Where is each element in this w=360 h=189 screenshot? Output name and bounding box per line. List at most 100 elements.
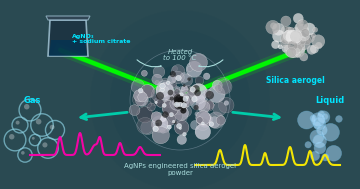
Circle shape bbox=[189, 53, 207, 71]
Circle shape bbox=[293, 48, 300, 55]
Circle shape bbox=[187, 77, 191, 81]
Circle shape bbox=[170, 97, 183, 110]
Circle shape bbox=[209, 122, 213, 126]
Circle shape bbox=[311, 113, 325, 127]
FancyArrowPatch shape bbox=[199, 60, 223, 67]
Circle shape bbox=[266, 20, 280, 34]
Circle shape bbox=[173, 109, 187, 124]
Circle shape bbox=[162, 112, 176, 126]
Circle shape bbox=[174, 120, 189, 135]
Circle shape bbox=[174, 94, 190, 110]
Polygon shape bbox=[130, 50, 230, 150]
Circle shape bbox=[218, 97, 234, 113]
Circle shape bbox=[200, 93, 209, 101]
Circle shape bbox=[310, 151, 320, 160]
Circle shape bbox=[183, 132, 186, 136]
Circle shape bbox=[297, 20, 308, 31]
Circle shape bbox=[295, 23, 303, 32]
Circle shape bbox=[197, 118, 209, 131]
Circle shape bbox=[156, 92, 164, 100]
Circle shape bbox=[198, 112, 212, 127]
Circle shape bbox=[168, 90, 174, 95]
Circle shape bbox=[178, 90, 195, 107]
Circle shape bbox=[160, 83, 165, 89]
Circle shape bbox=[173, 121, 177, 124]
Circle shape bbox=[132, 93, 145, 106]
Circle shape bbox=[203, 73, 210, 80]
Circle shape bbox=[15, 121, 19, 125]
Circle shape bbox=[316, 125, 327, 136]
Circle shape bbox=[150, 96, 160, 106]
Circle shape bbox=[273, 23, 285, 35]
Circle shape bbox=[305, 34, 314, 43]
Circle shape bbox=[293, 13, 303, 23]
Circle shape bbox=[311, 35, 325, 48]
Circle shape bbox=[186, 92, 193, 98]
Circle shape bbox=[174, 99, 178, 104]
Circle shape bbox=[179, 90, 183, 94]
Circle shape bbox=[162, 99, 178, 115]
Circle shape bbox=[174, 93, 189, 108]
Circle shape bbox=[152, 74, 162, 84]
Circle shape bbox=[296, 33, 304, 42]
Circle shape bbox=[214, 77, 231, 94]
Circle shape bbox=[162, 103, 166, 107]
Circle shape bbox=[158, 120, 171, 133]
Circle shape bbox=[206, 91, 214, 99]
Circle shape bbox=[176, 87, 180, 91]
Circle shape bbox=[142, 85, 155, 98]
Circle shape bbox=[281, 16, 291, 26]
Circle shape bbox=[322, 113, 328, 120]
Circle shape bbox=[32, 137, 35, 140]
Circle shape bbox=[288, 27, 294, 33]
Circle shape bbox=[298, 20, 303, 26]
Circle shape bbox=[176, 103, 178, 105]
Circle shape bbox=[145, 101, 152, 108]
Circle shape bbox=[159, 86, 169, 97]
Circle shape bbox=[290, 30, 302, 43]
Circle shape bbox=[174, 100, 183, 110]
Circle shape bbox=[180, 93, 183, 96]
Circle shape bbox=[195, 112, 199, 116]
Circle shape bbox=[141, 84, 154, 98]
Circle shape bbox=[318, 111, 325, 117]
Circle shape bbox=[273, 30, 285, 42]
Circle shape bbox=[180, 106, 192, 117]
Circle shape bbox=[135, 93, 148, 106]
Circle shape bbox=[138, 92, 147, 102]
Circle shape bbox=[161, 129, 165, 133]
Circle shape bbox=[174, 102, 179, 107]
Polygon shape bbox=[90, 10, 270, 189]
Circle shape bbox=[162, 111, 168, 118]
Circle shape bbox=[295, 51, 301, 57]
Circle shape bbox=[170, 96, 174, 101]
Circle shape bbox=[197, 117, 203, 123]
Circle shape bbox=[302, 36, 311, 45]
Circle shape bbox=[176, 86, 188, 98]
Circle shape bbox=[271, 41, 280, 49]
Circle shape bbox=[310, 115, 317, 122]
Circle shape bbox=[281, 26, 289, 34]
Circle shape bbox=[293, 34, 303, 43]
Circle shape bbox=[310, 130, 324, 144]
Circle shape bbox=[171, 93, 176, 98]
Circle shape bbox=[186, 61, 202, 77]
Text: Silica aerogel: Silica aerogel bbox=[266, 76, 324, 85]
Circle shape bbox=[190, 120, 200, 130]
Circle shape bbox=[141, 70, 147, 76]
Circle shape bbox=[180, 95, 187, 102]
Circle shape bbox=[183, 86, 188, 91]
Circle shape bbox=[299, 30, 310, 41]
Circle shape bbox=[141, 120, 155, 135]
Circle shape bbox=[206, 101, 214, 109]
Circle shape bbox=[294, 39, 305, 50]
Circle shape bbox=[216, 116, 225, 125]
Circle shape bbox=[153, 126, 158, 132]
Circle shape bbox=[314, 122, 321, 129]
Circle shape bbox=[296, 24, 309, 36]
Circle shape bbox=[137, 107, 153, 123]
Circle shape bbox=[190, 84, 207, 101]
Circle shape bbox=[178, 98, 183, 103]
Circle shape bbox=[155, 81, 159, 85]
Circle shape bbox=[212, 80, 222, 90]
